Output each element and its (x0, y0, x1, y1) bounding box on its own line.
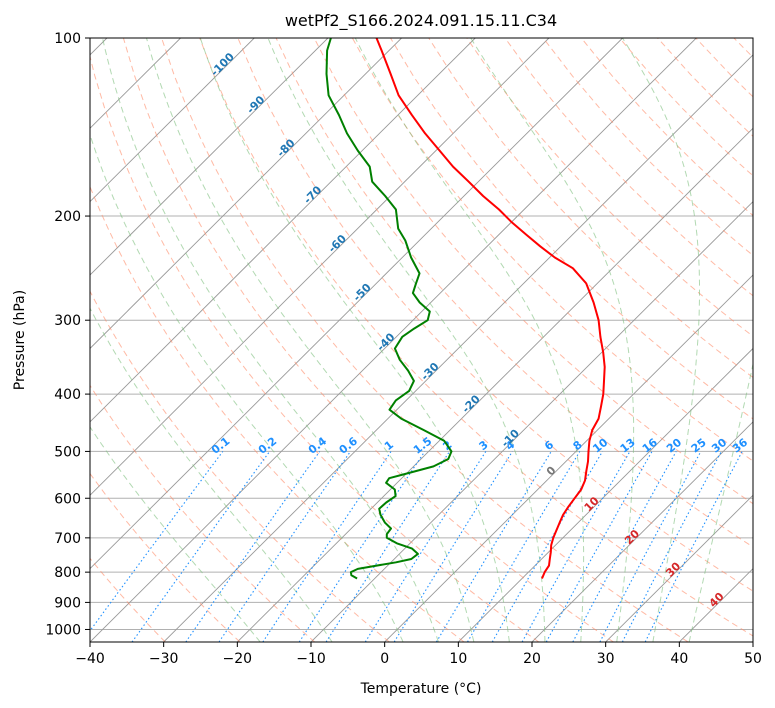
x-tick-label: 50 (744, 651, 762, 667)
y-tick-label: 400 (54, 387, 81, 403)
x-tick-label: −10 (296, 651, 326, 667)
y-tick-label: 200 (54, 209, 81, 225)
x-tick-label: 10 (449, 651, 467, 667)
x-tick-label: −30 (149, 651, 179, 667)
chart-title: wetPf2_S166.2024.091.15.11.C34 (285, 11, 557, 31)
x-axis-title: Temperature (°C) (360, 681, 482, 697)
y-tick-label: 900 (54, 595, 81, 611)
x-tick-label: −20 (223, 651, 253, 667)
x-tick-label: 20 (523, 651, 541, 667)
x-tick-label: 0 (380, 651, 389, 667)
x-tick-label: −40 (75, 651, 105, 667)
y-tick-label: 500 (54, 444, 81, 460)
x-tick-label: 30 (597, 651, 615, 667)
y-tick-label: 100 (54, 31, 81, 47)
y-tick-label: 1000 (45, 622, 81, 638)
y-tick-label: 800 (54, 565, 81, 581)
y-tick-label: 600 (54, 491, 81, 507)
x-tick-label: 40 (670, 651, 688, 667)
y-tick-label: 300 (54, 313, 81, 329)
y-axis-title: Pressure (hPa) (12, 290, 28, 390)
y-tick-label: 700 (54, 531, 81, 547)
